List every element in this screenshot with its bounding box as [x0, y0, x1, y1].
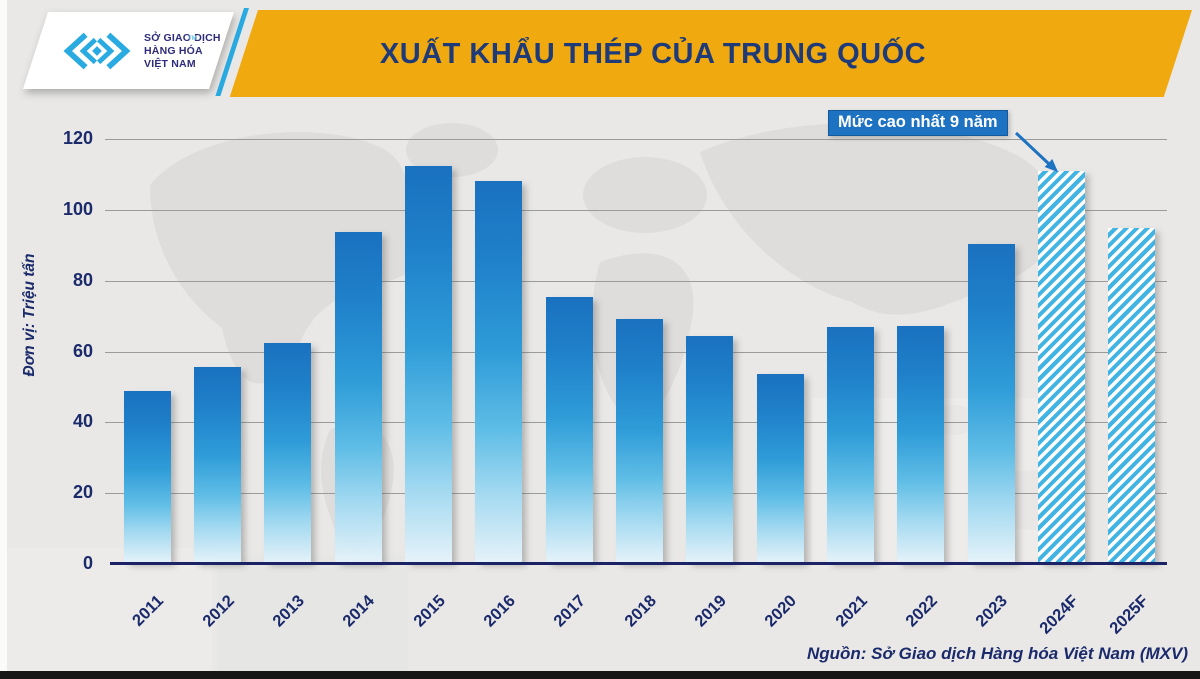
- x-tick-2012: 2012: [198, 591, 238, 631]
- x-tick-2013: 2013: [269, 591, 308, 631]
- left-edge-strip: [0, 0, 7, 671]
- x-tick-2014: 2014: [339, 591, 379, 631]
- x-tick-2021: 2021: [831, 591, 871, 631]
- gridline-120: [105, 139, 1167, 140]
- bar-2015: [405, 165, 452, 564]
- y-tick-120: 120: [62, 128, 93, 148]
- bar-2022: [897, 325, 945, 564]
- x-tick-2024F: 2024F: [1035, 591, 1082, 638]
- bar-2024F: [1038, 170, 1085, 564]
- bar-2019: [686, 336, 734, 564]
- y-tick-20: 20: [72, 482, 93, 503]
- source-credit: Nguồn: Sở Giao dịch Hàng hóa Việt Nam (M…: [806, 644, 1188, 663]
- bar-2021: [827, 327, 874, 564]
- page-title: XUẤT KHẨU THÉP CỦA TRUNG QUỐC: [379, 38, 927, 70]
- logo-line-2: HÀNG HÓA: [144, 44, 203, 57]
- bar-2013: [264, 343, 312, 564]
- bar-2016: [475, 181, 523, 564]
- gridline-80: [105, 280, 1167, 282]
- x-axis-line: [110, 562, 1167, 565]
- x-tick-2015: 2015: [409, 591, 449, 631]
- y-tick-80: 80: [72, 269, 93, 290]
- x-tick-2017: 2017: [550, 591, 590, 631]
- logo-line-3: VIỆT NAM: [144, 57, 196, 70]
- x-tick-2019: 2019: [691, 591, 730, 631]
- bar-2025F: [1108, 227, 1156, 564]
- gridline-100: [105, 209, 1167, 211]
- x-tick-2025F: 2025F: [1106, 591, 1152, 638]
- logo-text: SỞ GIAO DỊCH HÀNG HÓA VIỆT NAM: [144, 32, 221, 71]
- y-tick-40: 40: [72, 411, 93, 432]
- bar-2017: [545, 296, 593, 564]
- x-tick-2018: 2018: [620, 591, 660, 631]
- bar-2014: [334, 231, 382, 564]
- x-tick-2016: 2016: [480, 591, 519, 631]
- y-tick-0: 0: [82, 553, 93, 573]
- x-tick-2023: 2023: [972, 591, 1012, 631]
- mxv-logo-icon: [63, 32, 131, 70]
- x-tick-2022: 2022: [902, 591, 941, 631]
- trademark-symbol: TM: [188, 36, 197, 42]
- y-axis-unit-label: Đơn vị: Triệu tấn: [21, 253, 38, 377]
- y-tick-60: 60: [72, 340, 93, 361]
- bar-2020: [756, 373, 804, 564]
- annotation-callout: Mức cao nhất 9 năm: [828, 110, 1008, 136]
- y-tick-100: 100: [62, 198, 93, 219]
- mxv-logo: TM SỞ GIAO DỊCH HÀNG HÓA VIỆT NAM: [52, 14, 232, 88]
- bar-2018: [616, 318, 663, 564]
- x-tick-2020: 2020: [761, 591, 801, 631]
- bar-2023: [967, 244, 1015, 564]
- bar-2012: [194, 366, 241, 564]
- x-tick-2011: 2011: [129, 591, 168, 630]
- logo-line-1: SỞ GIAO DỊCH: [144, 31, 221, 44]
- bottom-edge-strip: [0, 671, 1200, 679]
- bar-2011: [123, 390, 171, 564]
